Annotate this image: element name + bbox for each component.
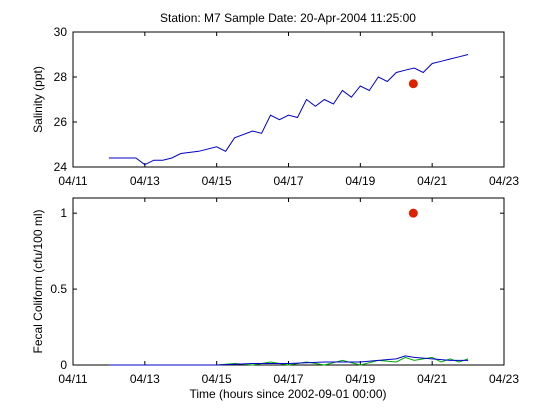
salinity-x-tick-label: 04/21 — [417, 174, 447, 188]
coliform-y-tick-label: 0 — [60, 358, 67, 372]
salinity-sample-point — [408, 79, 418, 89]
salinity-x-tick-label: 04/23 — [489, 174, 519, 188]
salinity-y-tick-label: 24 — [54, 160, 68, 174]
salinity-x-tick-label: 04/15 — [202, 174, 232, 188]
coliform-x-tick-label: 04/13 — [130, 372, 160, 386]
salinity-x-tick-label: 04/11 — [58, 174, 87, 188]
salinity-y-tick-label: 30 — [54, 25, 68, 39]
salinity-plot: 04/11 04/13 04/15 04/17 04/19 04/21 04/23 24 26 2… — [31, 25, 519, 188]
salinity-y-axis-label: Salinity (ppt) — [31, 66, 45, 133]
salinity-x-tick-label: 04/19 — [345, 174, 375, 188]
coliform-series-line-1 — [108, 355, 469, 366]
salinity-y-tick-label: 28 — [54, 70, 68, 84]
coliform-y-tick-label: 0.5 — [50, 282, 67, 296]
coliform-axes-frame — [72, 197, 505, 366]
coliform-y-tick-label: 1 — [60, 206, 67, 220]
salinity-axes-frame — [72, 31, 505, 168]
x-axis-label: Time (hours since 2002-09-01 00:00) — [190, 387, 387, 401]
coliform-series-line-0 — [108, 356, 469, 366]
coliform-x-tick-label: 04/17 — [273, 372, 303, 386]
coliform-x-tick-label: 04/11 — [58, 372, 87, 386]
salinity-x-tick-label: 04/17 — [273, 174, 303, 188]
salinity-y-tick-label: 26 — [54, 115, 68, 129]
coliform-y-axis-label: Fecal Coliform (cfu/100 ml) — [31, 209, 45, 353]
coliform-x-tick-label: 04/15 — [202, 372, 232, 386]
coliform-x-tick-label: 04/19 — [345, 372, 375, 386]
coliform-sample-point — [408, 208, 418, 218]
salinity-x-tick-label: 04/13 — [130, 174, 160, 188]
fecal-coliform-plot: 04/11 04/13 04/15 04/17 04/19 04/21 04/23 0 0.5 1… — [31, 197, 519, 386]
salinity-series-line-0 — [108, 54, 469, 166]
coliform-x-tick-label: 04/21 — [417, 372, 447, 386]
figure-title: Station: M7 Sample Date: 20-Apr-2004 11:… — [160, 11, 416, 25]
coliform-x-tick-label: 04/23 — [489, 372, 519, 386]
